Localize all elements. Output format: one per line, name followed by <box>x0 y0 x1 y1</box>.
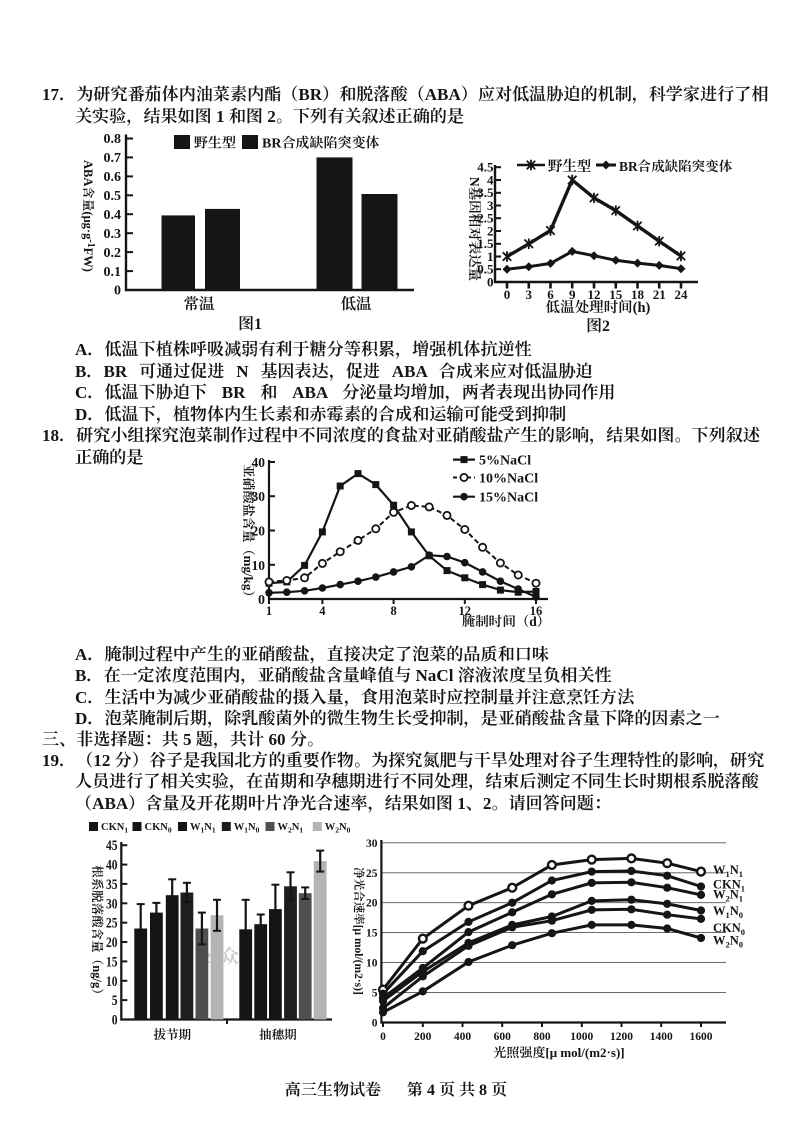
svg-text:W2N0: W2N0 <box>713 931 743 951</box>
svg-text:3.5: 3.5 <box>477 182 494 201</box>
svg-text:15%NaCl: 15%NaCl <box>479 487 538 507</box>
svg-text:0.5: 0.5 <box>104 185 122 205</box>
svg-text:3: 3 <box>526 284 533 303</box>
svg-text:10%NaCl: 10%NaCl <box>479 468 538 488</box>
svg-text:低温处理时间(h): 低温处理时间(h) <box>546 296 651 317</box>
svg-text:低温: 低温 <box>340 292 371 314</box>
svg-text:1: 1 <box>266 601 272 619</box>
svg-text:1600: 1600 <box>690 1028 713 1044</box>
svg-text:0: 0 <box>372 1015 378 1031</box>
svg-text:1000: 1000 <box>570 1028 593 1044</box>
svg-text:W2N1: W2N1 <box>278 819 304 836</box>
svg-text:30: 30 <box>366 835 378 851</box>
svg-text:0.8: 0.8 <box>104 128 122 148</box>
svg-text:25: 25 <box>106 912 118 933</box>
svg-text:野生型: 野生型 <box>548 155 592 176</box>
svg-text:25: 25 <box>366 865 378 881</box>
svg-text:5: 5 <box>372 985 378 1001</box>
svg-text:W1N1: W1N1 <box>190 819 216 836</box>
svg-text:0: 0 <box>487 271 494 290</box>
svg-text:CKN1: CKN1 <box>713 875 745 895</box>
svg-text:1: 1 <box>487 246 494 265</box>
svg-text:16: 16 <box>530 601 543 619</box>
svg-text:4.5: 4.5 <box>477 157 494 176</box>
svg-text:20: 20 <box>366 895 378 911</box>
svg-text:10: 10 <box>366 955 378 971</box>
svg-text:常温: 常温 <box>183 292 214 314</box>
svg-text:抽穗期: 抽穗期 <box>259 1025 297 1043</box>
svg-text:200: 200 <box>414 1028 432 1044</box>
svg-text:400: 400 <box>454 1028 472 1044</box>
svg-text:BR合成缺陷突变体: BR合成缺陷突变体 <box>262 133 379 153</box>
svg-text:24: 24 <box>675 284 689 303</box>
svg-text:1400: 1400 <box>650 1028 673 1044</box>
svg-text:腌制时间（d）: 腌制时间（d） <box>462 610 551 630</box>
svg-text:8: 8 <box>390 601 396 619</box>
svg-text:W2N1: W2N1 <box>713 885 743 905</box>
svg-text:0: 0 <box>258 589 265 609</box>
svg-text:4: 4 <box>487 169 494 188</box>
svg-text:6: 6 <box>547 284 554 303</box>
svg-text:20: 20 <box>252 520 266 540</box>
svg-text:45: 45 <box>106 834 118 855</box>
svg-text:21: 21 <box>653 284 666 303</box>
svg-text:W1N1: W1N1 <box>713 860 743 880</box>
svg-text:0.1: 0.1 <box>104 261 122 281</box>
svg-text:12: 12 <box>459 601 472 619</box>
svg-text:CKN1: CKN1 <box>101 819 128 836</box>
svg-text:15: 15 <box>609 284 623 303</box>
svg-text:18: 18 <box>631 284 645 303</box>
svg-text:12: 12 <box>588 284 601 303</box>
svg-text:15: 15 <box>366 925 378 941</box>
svg-text:根系脱落酸含量（ng/g）: 根系脱落酸含量（ng/g） <box>89 865 107 1000</box>
svg-text:3: 3 <box>487 195 494 214</box>
svg-text:1200: 1200 <box>610 1028 633 1044</box>
svg-text:W2N0: W2N0 <box>325 819 351 836</box>
svg-text:净光合速率[μ mol/(m2·s)]: 净光合速率[μ mol/(m2·s)] <box>351 867 367 995</box>
svg-text:CKN0: CKN0 <box>145 819 172 836</box>
svg-text:光照强度[μ mol/(m2·s)]: 光照强度[μ mol/(m2·s)] <box>493 1042 624 1061</box>
svg-text:N基因相对表达量: N基因相对表达量 <box>466 177 486 281</box>
svg-text:0.7: 0.7 <box>104 147 122 167</box>
svg-text:CKN0: CKN0 <box>713 918 745 938</box>
svg-text:9: 9 <box>569 284 576 303</box>
svg-text:20: 20 <box>106 931 118 952</box>
svg-text:0: 0 <box>504 284 511 303</box>
svg-text:30: 30 <box>252 485 266 505</box>
svg-text:0: 0 <box>114 280 121 300</box>
svg-text:1.5: 1.5 <box>477 233 494 252</box>
svg-text:40: 40 <box>106 854 118 875</box>
svg-text:亚硝酸盐含量（mg/kg）: 亚硝酸盐含量（mg/kg） <box>240 465 259 604</box>
svg-text:BR合成缺陷突变体: BR合成缺陷突变体 <box>619 155 732 175</box>
svg-text:0: 0 <box>112 1009 118 1030</box>
svg-text:2.5: 2.5 <box>477 208 494 227</box>
svg-text:35: 35 <box>106 873 118 894</box>
svg-text:0.2: 0.2 <box>104 242 122 262</box>
svg-text:0.4: 0.4 <box>104 204 122 224</box>
svg-text:0.5: 0.5 <box>477 259 494 278</box>
svg-text:野生型: 野生型 <box>194 133 236 153</box>
svg-text:10: 10 <box>106 970 118 991</box>
svg-text:W1N0: W1N0 <box>713 901 743 921</box>
svg-text:5%NaCl: 5%NaCl <box>479 450 531 470</box>
svg-text:4: 4 <box>319 601 326 619</box>
svg-text:0.6: 0.6 <box>104 166 122 186</box>
svg-text:30: 30 <box>106 892 118 913</box>
svg-text:5: 5 <box>112 989 118 1010</box>
svg-text:W1N0: W1N0 <box>234 819 260 836</box>
svg-text:800: 800 <box>533 1028 551 1044</box>
svg-text:ABA含量(μg·g-1FW): ABA含量(μg·g-1FW) <box>80 160 100 272</box>
svg-text:0: 0 <box>380 1028 386 1044</box>
svg-text:2: 2 <box>487 220 494 239</box>
svg-text:图2: 图2 <box>586 313 610 336</box>
svg-text:40: 40 <box>252 451 266 471</box>
svg-text:0.3: 0.3 <box>104 223 122 243</box>
svg-text:拔节期: 拔节期 <box>154 1025 192 1043</box>
svg-text:15: 15 <box>106 950 118 971</box>
svg-text:图1: 图1 <box>238 311 262 334</box>
svg-text:10: 10 <box>252 554 266 574</box>
svg-text:600: 600 <box>494 1028 512 1044</box>
